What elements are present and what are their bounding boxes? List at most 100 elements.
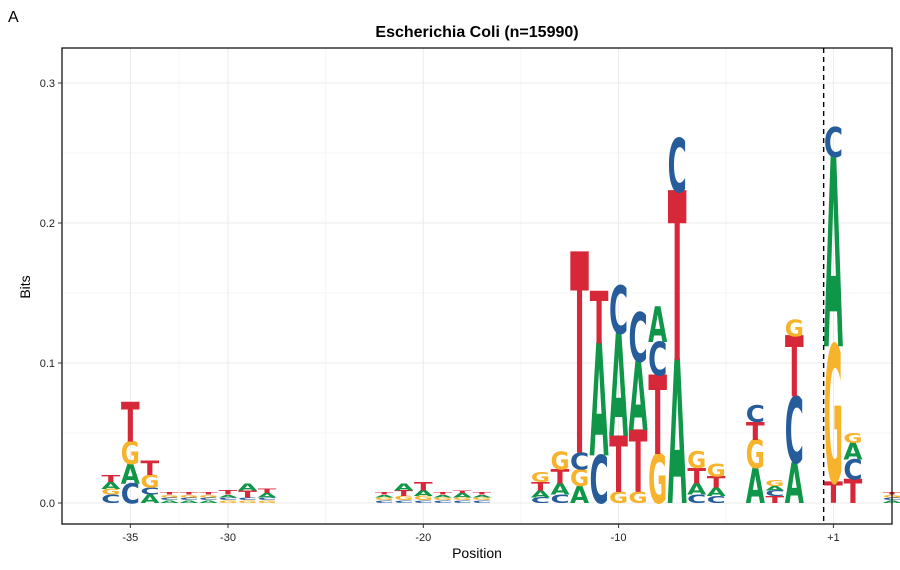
chart-title: Escherichia Coli (n=15990)	[375, 24, 578, 41]
logo-letter-A: A	[472, 494, 492, 498]
logo-letter-T: T	[844, 474, 863, 512]
logo-letter-A: A	[101, 481, 121, 492]
logo-letter-C: C	[394, 500, 413, 504]
x-tick-label: -10	[611, 532, 627, 544]
logo-letter-A: A	[668, 321, 687, 551]
logo-letter-T: T	[453, 490, 473, 495]
logo-letter-C: C	[609, 272, 628, 350]
y-tick-label: 0.3	[40, 78, 55, 90]
logo-letter-G: G	[160, 494, 179, 499]
logo-letter-G: G	[648, 440, 667, 519]
logo-letter-G: G	[765, 479, 784, 488]
logo-letter-C: C	[589, 441, 608, 519]
x-tick-label: -20	[415, 532, 431, 544]
panel-label: A	[8, 9, 19, 26]
logo-letter-C: C	[785, 378, 804, 484]
logo-letter-G: G	[238, 499, 257, 504]
logo-letter-G: G	[414, 495, 433, 502]
logo-letter-G: G	[433, 496, 452, 501]
logo-letter-C: C	[453, 500, 472, 504]
logo-letter-G: G	[531, 470, 550, 486]
x-axis-ticks: -35 -30 -20 -10 +1	[122, 524, 840, 544]
plot-frame	[61, 47, 893, 525]
logo-letter-C: C	[531, 496, 550, 505]
logo-letter-C: C	[629, 300, 648, 379]
logo-letter-A: A	[765, 485, 784, 492]
logo-letter-C: C	[882, 497, 900, 501]
logo-letter-A: A	[687, 480, 706, 498]
logo-letter-A: A	[570, 482, 590, 509]
logo-letter-T: T	[121, 392, 140, 455]
logo-letter-T: T	[707, 474, 727, 492]
logo-letter-T: T	[668, 145, 687, 416]
logo-letter-G: G	[394, 495, 413, 502]
logo-letter-A: A	[414, 489, 434, 498]
logo-letter-T: T	[785, 319, 804, 417]
logo-letter-T: T	[394, 489, 413, 498]
logo-letter-G: G	[218, 499, 237, 504]
logo-letter-A: A	[160, 500, 180, 504]
logo-letter-C: C	[687, 492, 706, 506]
logo-letter-T: T	[180, 491, 200, 496]
logo-letter-T: T	[160, 491, 180, 496]
logo-letter-A: A	[629, 343, 648, 454]
logo-letter-A: A	[199, 500, 219, 504]
y-tick-label: 0.2	[40, 218, 55, 230]
logo-letter-C: C	[414, 500, 433, 504]
logo-letter-A: A	[121, 459, 140, 490]
logo-letter-C: C	[648, 332, 667, 386]
logo-letter-G: G	[687, 447, 706, 474]
y-tick-label: 0.1	[40, 358, 55, 370]
logo-letter-C: C	[140, 486, 159, 497]
logo-letter-A: A	[609, 305, 628, 471]
y-axis-title: Bits	[17, 275, 33, 298]
logo-letter-A: A	[257, 492, 276, 499]
logo-letter-G: G	[375, 496, 394, 501]
logo-letter-T: T	[102, 473, 121, 484]
logo-letter-A: A	[140, 492, 159, 506]
logo-letter-A: A	[218, 494, 238, 498]
logo-letter-G: G	[550, 445, 569, 475]
logo-letter-C: C	[238, 497, 257, 501]
y-axis-ticks: 0.0 0.1 0.2 0.3	[40, 78, 62, 510]
logo-letter-T: T	[414, 479, 434, 493]
logo-letter-C: C	[121, 478, 140, 510]
logo-letter-C: C	[218, 497, 237, 501]
logo-letter-C: C	[160, 497, 179, 501]
logo-letter-G: G	[121, 436, 140, 472]
logo-letter-C: C	[843, 455, 862, 487]
logo-letter-G: G	[609, 489, 628, 507]
logo-letter-T: T	[746, 418, 765, 447]
logo-column: CAT	[589, 276, 608, 519]
logo-letter-G: G	[258, 499, 277, 504]
logo-letter-A: A	[746, 459, 765, 516]
logo-letter-G: G	[101, 488, 120, 497]
logo-letter-A: A	[433, 494, 453, 498]
logo-letter-C: C	[101, 492, 120, 506]
logo-letter-G: G	[199, 494, 218, 499]
logo-letter-T: T	[609, 420, 628, 511]
logo-letter-A: A	[550, 480, 569, 498]
logo-letter-C: C	[765, 489, 784, 498]
logo-letter-G: G	[746, 432, 765, 478]
